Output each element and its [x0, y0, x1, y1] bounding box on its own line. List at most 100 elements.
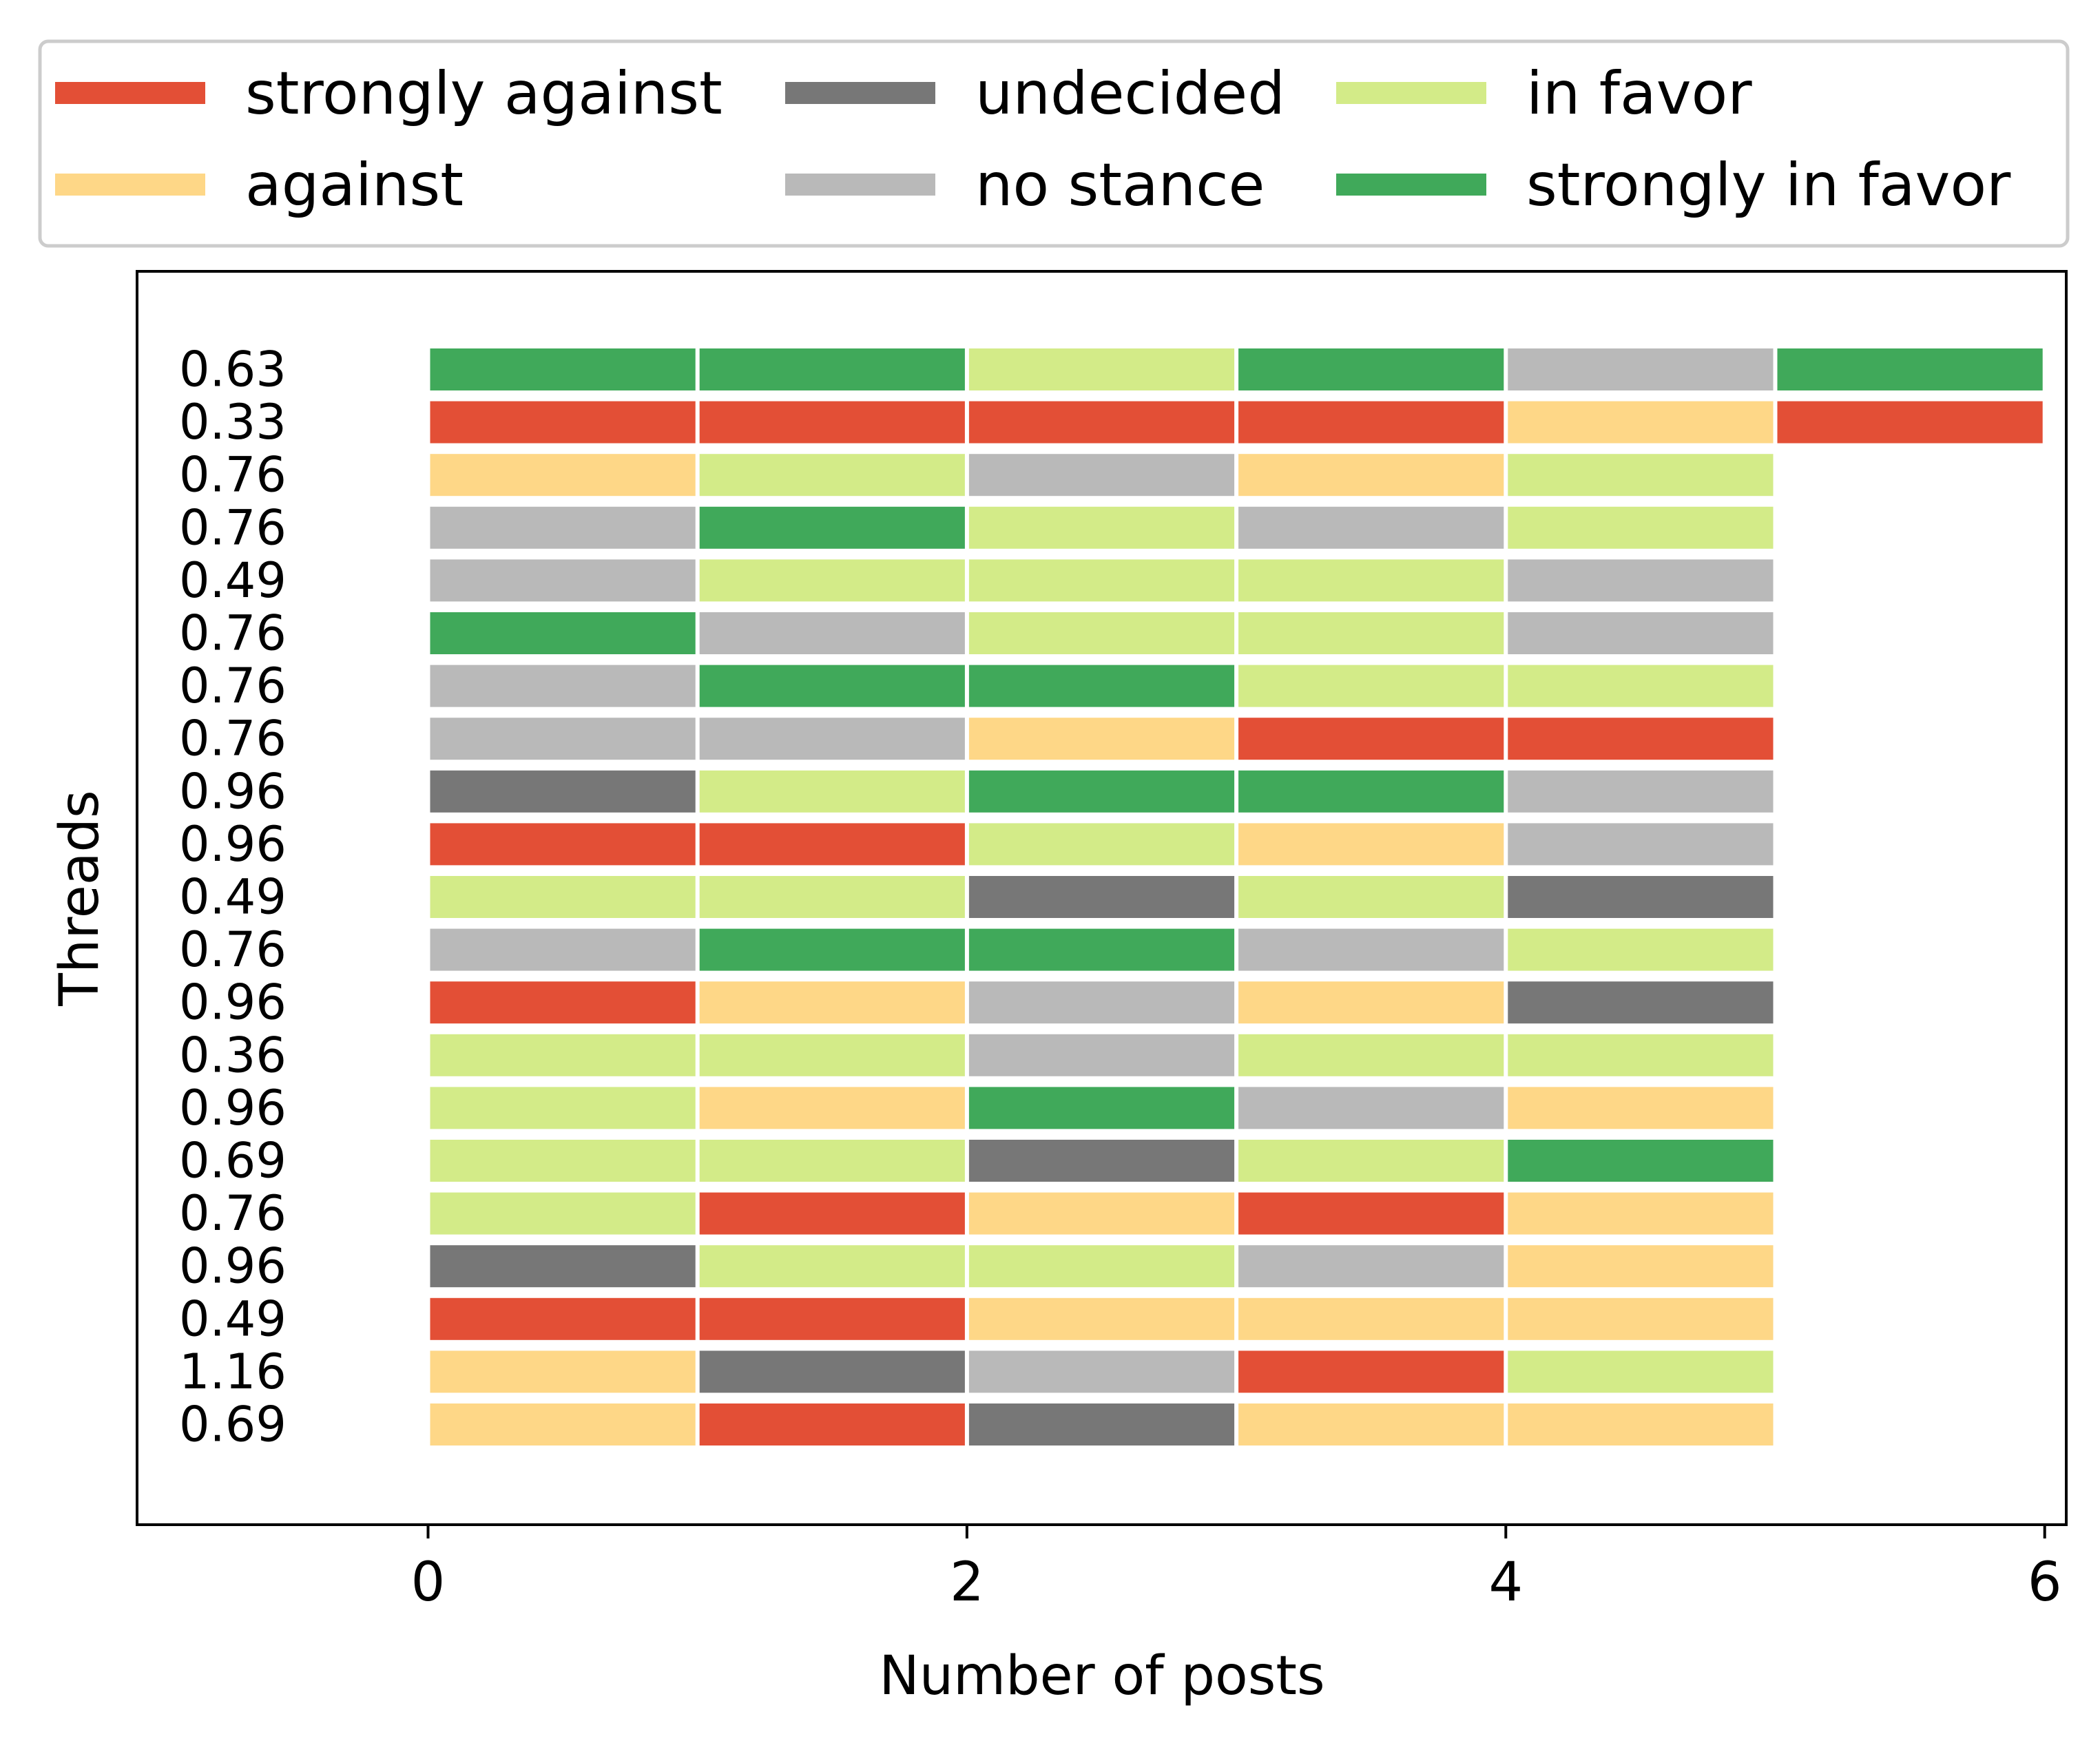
x-tick-label: 4	[1488, 1552, 1523, 1614]
post-bar	[699, 770, 965, 813]
thread-label: 0.76	[179, 1185, 287, 1242]
thread-label: 0.76	[179, 711, 287, 767]
post-bar	[430, 1297, 696, 1340]
legend-label-undecided: undecided	[975, 59, 1285, 128]
post-bar	[1508, 1245, 1774, 1288]
legend-label-in-favor: in favor	[1526, 59, 1752, 128]
post-bar	[1777, 348, 2043, 390]
post-bar	[1508, 928, 1774, 971]
post-bar	[1238, 1297, 1504, 1340]
post-bar	[699, 823, 965, 866]
post-bar	[699, 1245, 965, 1288]
x-axis-title: Number of posts	[879, 1645, 1324, 1707]
legend-label-no-stance: no stance	[975, 151, 1265, 220]
post-bar	[1508, 1087, 1774, 1129]
y-axis-title: Threads	[49, 790, 111, 1006]
post-bar	[430, 1350, 696, 1393]
post-bar	[1508, 770, 1774, 813]
x-tick-label: 2	[950, 1552, 984, 1614]
legend-swatch-in-favor	[1336, 82, 1486, 104]
post-bar	[1508, 981, 1774, 1024]
thread-label: 0.49	[179, 1291, 287, 1347]
post-bar	[1777, 401, 2043, 443]
legend-label-strongly-in-favor: strongly in favor	[1526, 151, 2011, 220]
post-bar	[699, 612, 965, 654]
thread-label: 0.36	[179, 1027, 287, 1083]
post-bar	[1508, 559, 1774, 602]
post-bar	[1238, 1140, 1504, 1182]
post-bar	[699, 1087, 965, 1129]
post-bar	[699, 665, 965, 707]
thread-label: 0.33	[179, 394, 287, 450]
post-bar	[430, 401, 696, 443]
post-bar	[1238, 506, 1504, 549]
thread-label: 0.96	[179, 1080, 287, 1136]
thread-label: 0.76	[179, 605, 287, 662]
post-bar	[1238, 770, 1504, 813]
post-bar	[430, 1403, 696, 1445]
thread-label: 0.63	[179, 342, 287, 398]
post-bar	[430, 770, 696, 813]
post-bar	[430, 665, 696, 707]
post-bar	[430, 348, 696, 390]
post-bar	[1508, 876, 1774, 918]
legend-label-strongly-against: strongly against	[245, 59, 722, 128]
post-bar	[699, 1297, 965, 1340]
thread-label: 0.76	[179, 499, 287, 556]
thread-label: 1.16	[179, 1344, 287, 1400]
post-bar	[430, 1192, 696, 1235]
legend-swatch-against	[55, 174, 205, 196]
thread-label: 0.76	[179, 447, 287, 503]
post-bar	[1238, 348, 1504, 390]
thread-label: 0.96	[179, 974, 287, 1031]
x-tick-label: 0	[411, 1552, 446, 1614]
post-bar	[699, 1403, 965, 1445]
post-bar	[968, 770, 1235, 813]
post-bar	[968, 1140, 1235, 1182]
legend-swatch-strongly-in-favor	[1336, 174, 1486, 196]
post-bar	[1508, 612, 1774, 654]
post-bar	[1508, 718, 1774, 760]
post-bar	[1238, 1192, 1504, 1235]
post-bar	[1238, 401, 1504, 443]
post-bar	[699, 559, 965, 602]
post-bar	[1238, 1034, 1504, 1076]
thread-label: 0.96	[179, 763, 287, 820]
post-bar	[430, 559, 696, 602]
post-bar	[1508, 401, 1774, 443]
post-bar	[968, 559, 1235, 602]
plot-frame	[136, 270, 2068, 1526]
thread-label: 0.69	[179, 1397, 287, 1453]
post-bar	[1238, 1087, 1504, 1129]
legend-label-against: against	[245, 151, 464, 220]
post-bar	[699, 876, 965, 918]
post-bar	[968, 506, 1235, 549]
post-bar	[1238, 718, 1504, 760]
post-bar	[1238, 612, 1504, 654]
post-bar	[1508, 1192, 1774, 1235]
post-bar	[430, 823, 696, 866]
post-bar	[430, 454, 696, 497]
thread-label: 0.49	[179, 869, 287, 926]
post-bar	[968, 1403, 1235, 1445]
post-bar	[968, 1034, 1235, 1076]
post-bar	[1238, 1245, 1504, 1288]
post-bar	[1508, 348, 1774, 390]
thread-label: 0.96	[179, 1238, 287, 1295]
post-bar	[1508, 1297, 1774, 1340]
post-bar	[968, 981, 1235, 1024]
post-bar	[1238, 1403, 1504, 1445]
post-bar	[968, 823, 1235, 866]
post-bar	[968, 1087, 1235, 1129]
legend-swatch-strongly-against	[55, 82, 205, 104]
post-bar	[699, 928, 965, 971]
y-tick-labels: 0.630.330.760.760.490.760.760.760.960.96…	[179, 342, 287, 1453]
post-bar	[1238, 876, 1504, 918]
post-bar	[699, 506, 965, 549]
post-bar	[430, 506, 696, 549]
post-bar	[968, 1245, 1235, 1288]
post-bar	[430, 718, 696, 760]
post-bar	[968, 1350, 1235, 1393]
thread-label: 0.96	[179, 816, 287, 873]
